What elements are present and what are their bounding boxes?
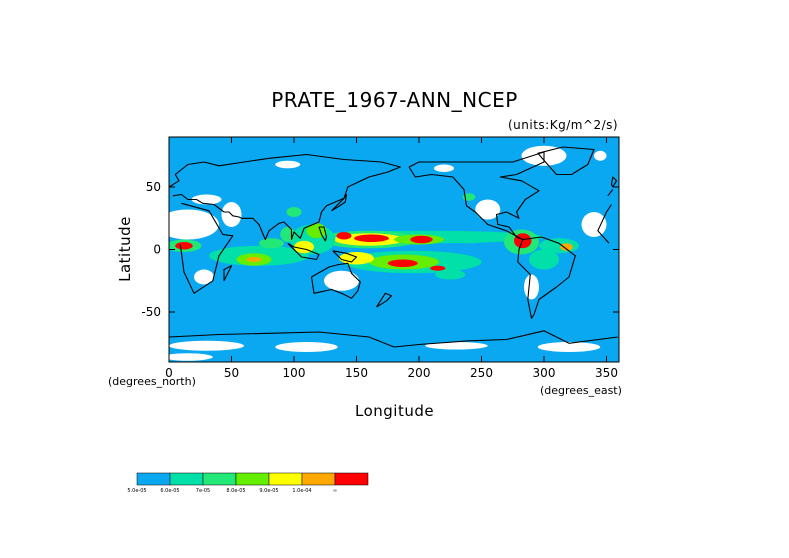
precip-region [446, 235, 492, 244]
coastline [331, 193, 348, 212]
coastline [408, 151, 545, 241]
x-tick-label: 200 [408, 366, 431, 380]
x-tick-label: 350 [595, 366, 618, 380]
chart-title: PRATE_1967-ANN_NCEP [271, 88, 518, 112]
y-tick-label: -50 [141, 305, 161, 319]
missing-data-region [537, 342, 601, 352]
coastline [610, 176, 618, 188]
x-tick-label: 300 [533, 366, 556, 380]
units-label: (units:Kg/m^2/s) [508, 118, 619, 132]
precip-region [435, 269, 466, 280]
coastline [332, 250, 358, 263]
coastline [310, 262, 361, 299]
coastline [517, 236, 576, 319]
coastline [169, 330, 618, 348]
colorbar-swatch [202, 472, 237, 486]
missing-data-region [194, 269, 214, 285]
x-tick-label: 150 [345, 366, 368, 380]
precip-region [286, 207, 302, 217]
x-tick-label: 100 [283, 366, 306, 380]
coastline [179, 202, 612, 294]
precip-region [430, 265, 446, 271]
colorbar-label: 8.0e-05 [226, 488, 245, 494]
precip-region [387, 259, 418, 267]
precip-region [259, 238, 284, 249]
precip-region [410, 235, 433, 244]
colorbar-swatch [301, 472, 336, 486]
x-tick-label: 50 [224, 366, 239, 380]
colorbar-label: 9.0e-05 [259, 488, 278, 494]
y-unit-label: (degrees_north) [108, 375, 196, 388]
missing-data-region [581, 212, 607, 237]
coastline [169, 153, 614, 241]
missing-data-region [434, 164, 454, 172]
missing-data-region [524, 274, 539, 300]
precip-region [246, 257, 262, 262]
coastline [287, 242, 320, 261]
missing-data-region [475, 199, 501, 220]
missing-data-region [425, 342, 488, 350]
precip-region [354, 234, 389, 242]
missing-data-region [594, 150, 607, 161]
missing-data-region [324, 270, 359, 291]
precip-region [560, 243, 573, 251]
coastline [223, 265, 233, 282]
missing-data-region [169, 209, 219, 240]
missing-data-region [275, 342, 338, 352]
coastline [376, 292, 393, 308]
coastline [537, 146, 595, 176]
colorbar-swatch [169, 472, 204, 486]
colorbar-swatch [334, 472, 369, 486]
x-axis-label: Longitude [355, 402, 435, 420]
missing-data-region [191, 194, 222, 205]
missing-data-region [169, 353, 213, 361]
colorbar-label: ∞ [333, 488, 337, 494]
precip-region [336, 232, 352, 240]
missing-data-region [169, 340, 244, 351]
colorbar-label: 6.0e-05 [160, 488, 179, 494]
x-tick-label: 0 [165, 366, 173, 380]
colorbar-swatch [235, 472, 270, 486]
plot-area [169, 137, 619, 362]
coastline [318, 226, 328, 242]
colorbar-label: 7e-05 [196, 488, 210, 494]
precip-region [339, 252, 374, 265]
colorbar-swatch [136, 472, 171, 486]
colorbar-label: 5.0e-05 [127, 488, 146, 494]
precip-region [529, 249, 559, 270]
x-tick-label: 250 [470, 366, 493, 380]
y-tick-label: 0 [153, 243, 161, 257]
colorbar-label: 1.0e-04 [292, 488, 311, 494]
precip-region [175, 242, 193, 250]
colorbar-swatch [268, 472, 303, 486]
x-unit-label: (degrees_east) [540, 384, 622, 397]
y-tick-label: 50 [146, 180, 161, 194]
missing-data-region [275, 160, 301, 169]
